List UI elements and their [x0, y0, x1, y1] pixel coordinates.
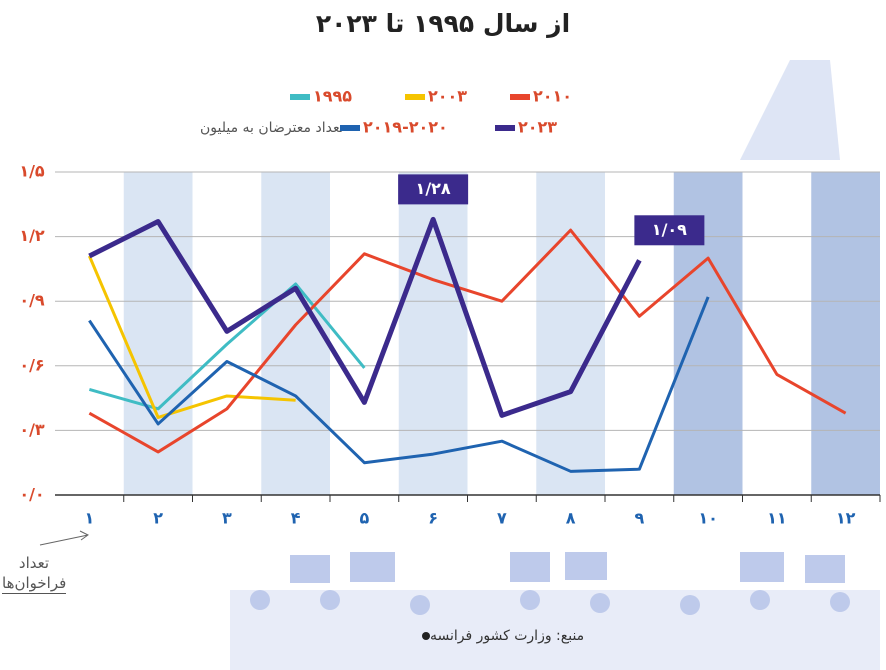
- x-tick-label: ۶: [428, 509, 438, 528]
- x-tick-label: ۴: [291, 509, 301, 528]
- x-tick-label: ۹: [634, 509, 644, 528]
- column-band: [536, 172, 605, 495]
- x-tick-label: ۳: [222, 509, 232, 528]
- chart-title: از سال ۱۹۹۵ تا ۲۰۲۳: [316, 9, 570, 38]
- x-arrow: [40, 531, 88, 545]
- chart: از سال ۱۹۹۵ تا ۲۰۲۳ تعداد معترضان به میل…: [0, 0, 886, 670]
- x-tick-label: ۱۱: [767, 509, 787, 528]
- y-tick-label: ۰/۰: [19, 485, 44, 504]
- y-axis-label: تعداد معترضان به میلیون: [200, 120, 344, 136]
- legend-swatch: [340, 125, 360, 131]
- legend-label: ۲۰۲۳: [518, 118, 557, 137]
- legend-swatch: [405, 94, 425, 100]
- page: از سال ۱۹۹۵ تا ۲۰۲۳ تعداد معترضان به میل…: [0, 0, 886, 670]
- y-tick-label: ۰/۹: [19, 291, 45, 310]
- y-tick-label: ۰/۳: [19, 420, 45, 439]
- x-tick-label: ۱: [84, 509, 94, 528]
- column-band: [261, 172, 330, 495]
- x-tick-label: ۱۰: [698, 509, 718, 528]
- y-tick-label: ۱/۲: [19, 226, 45, 245]
- legend-label: ۱۹۹۵: [313, 87, 352, 106]
- x-axis-label: تعداد فراخوان‌ها: [2, 553, 66, 594]
- x-tick-label: ۸: [566, 509, 576, 528]
- x-tick-label: ۲: [153, 509, 163, 528]
- column-band: [811, 172, 880, 495]
- source: منبع: وزارت کشور فرانسه: [430, 628, 584, 644]
- x-tick-label: ۷: [497, 509, 507, 528]
- legend-label: ۲۰۱۰: [533, 87, 572, 106]
- legend-label: ۲۰۰۳: [428, 87, 467, 106]
- y-tick-label: ۰/۶: [19, 355, 44, 374]
- legend-swatch: [510, 94, 530, 100]
- legend-label: ۲۰۱۹-۲۰۲۰: [363, 118, 448, 137]
- x-tick-label: ۱۲: [836, 509, 856, 528]
- legend-swatch: [495, 125, 515, 131]
- source-bullet: [422, 632, 430, 640]
- y-tick-label: ۱/۵: [19, 162, 45, 181]
- x-tick-label: ۵: [359, 509, 369, 528]
- value-label: ۱/۰۹: [652, 220, 687, 239]
- value-label: ۱/۲۸: [416, 179, 451, 198]
- legend-swatch: [290, 94, 310, 100]
